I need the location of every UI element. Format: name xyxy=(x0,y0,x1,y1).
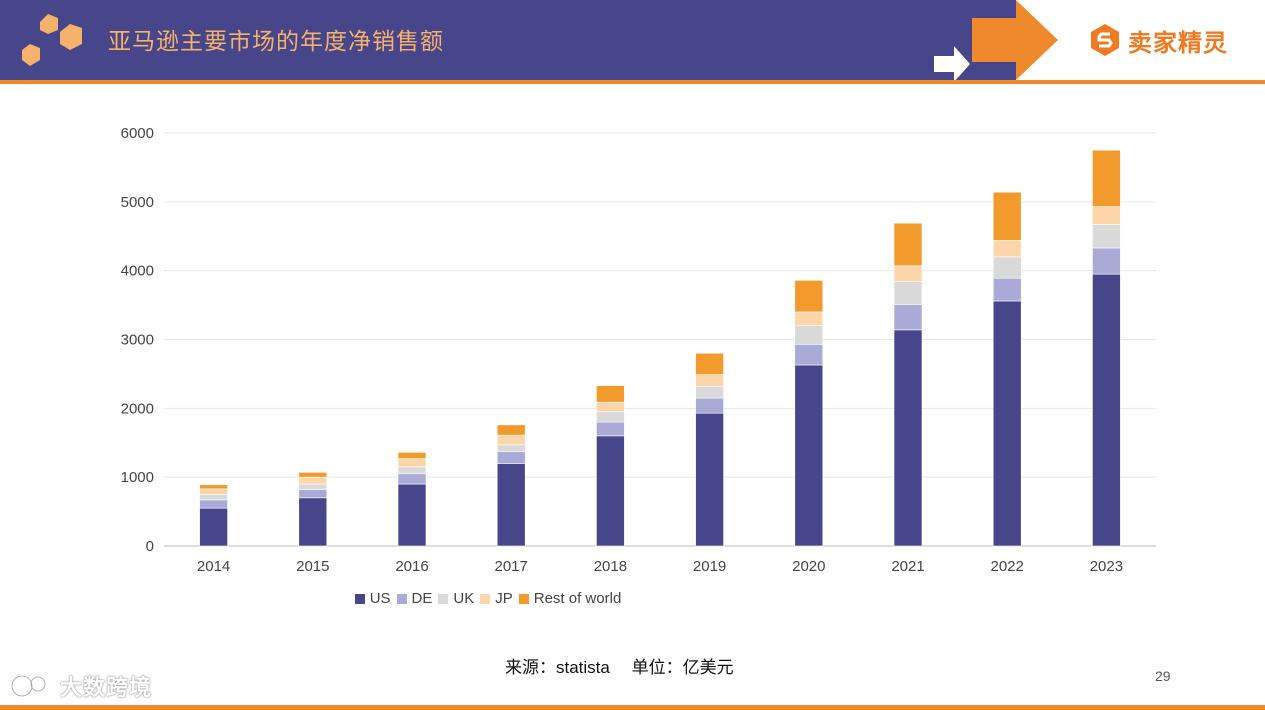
bar-segment-jp xyxy=(1092,206,1121,225)
bar-segment-rest-of-world xyxy=(794,280,824,313)
bar-segment-de xyxy=(695,397,724,414)
legend-item: JP xyxy=(480,590,513,607)
y-tick-label: 0 xyxy=(146,538,154,555)
header-divider xyxy=(0,80,1265,84)
brand-name: 卖家精灵 xyxy=(1128,29,1228,57)
bar-segment-de xyxy=(397,473,427,485)
bar-segment-uk xyxy=(496,444,526,452)
watermark-text: 大数跨境 xyxy=(60,675,153,700)
chart-legend: US DE UK JP Rest of world xyxy=(0,590,976,607)
bar-segment-us xyxy=(794,364,824,547)
hexagon-logo-icon xyxy=(22,14,82,66)
brand-s-icon xyxy=(1091,24,1119,56)
header-bar xyxy=(0,0,1016,80)
bar-segment-rest-of-world xyxy=(298,472,328,478)
bar-segment-jp xyxy=(496,434,526,446)
stacked-bar-chart: 0 1000 2000 3000 4000 5000 6000 2014 2015 2016 201… xyxy=(121,125,1156,575)
bar-segment-de xyxy=(794,344,824,366)
bar-segment-uk xyxy=(596,411,625,423)
x-tick-label: 2023 xyxy=(1090,558,1123,575)
y-tick-label: 3000 xyxy=(121,332,154,349)
bar-segment-de xyxy=(1092,247,1121,275)
source-note: 来源：statista 单位：亿美元 xyxy=(505,658,734,677)
legend-item: DE xyxy=(396,590,433,607)
legend-label: JP xyxy=(495,590,513,607)
bar-segment-de xyxy=(893,304,923,331)
x-tick-label: 2015 xyxy=(296,558,329,575)
bar-segment-rest-of-world xyxy=(397,452,427,459)
legend-item: US xyxy=(354,590,391,607)
watermark: 大数跨境 xyxy=(8,670,152,702)
bar-segment-us xyxy=(1092,273,1121,547)
x-tick-label: 2019 xyxy=(693,558,726,575)
bar-segment-jp xyxy=(992,240,1022,258)
bar-segment-rest-of-world xyxy=(496,424,526,436)
bar-segment-de xyxy=(199,499,228,509)
x-tick-label: 2022 xyxy=(991,558,1024,575)
bar-segment-jp xyxy=(199,488,228,495)
legend-label: US xyxy=(369,590,391,607)
footer-divider xyxy=(0,705,1265,710)
bar-segment-jp xyxy=(893,265,923,282)
bar-segment-rest-of-world xyxy=(893,222,923,267)
bar-segment-jp xyxy=(695,374,724,387)
bar-segment-uk xyxy=(893,281,923,305)
legend-item: UK xyxy=(438,590,474,607)
bar-segment-jp xyxy=(794,311,824,327)
brand-logo: 卖家精灵 xyxy=(1088,18,1228,62)
legend-swatch xyxy=(396,593,407,604)
legend-swatch xyxy=(438,593,449,604)
bar-segment-de xyxy=(298,489,328,499)
bar-segment-de xyxy=(992,277,1022,302)
bar-segment-uk xyxy=(695,386,724,399)
y-tick-label: 4000 xyxy=(121,263,154,280)
x-tick-label: 2021 xyxy=(891,558,924,575)
x-tick-label: 2016 xyxy=(395,558,428,575)
legend-swatch xyxy=(354,593,365,604)
legend-label: DE xyxy=(411,590,433,607)
bar-segment-uk xyxy=(992,256,1022,279)
page-number: 29 xyxy=(1155,668,1171,684)
bar-segment-us xyxy=(893,329,923,547)
legend-item: Rest of world xyxy=(518,590,622,607)
bar-segment-uk xyxy=(298,483,328,490)
bar-segment-jp xyxy=(397,458,427,468)
bar-segment-rest-of-world xyxy=(199,484,228,490)
x-tick-label: 2018 xyxy=(594,558,627,575)
bar-segment-rest-of-world xyxy=(1092,149,1121,207)
page-title: 亚马逊主要市场的年度净销售额 xyxy=(108,28,444,54)
bar-segment-uk xyxy=(199,494,228,501)
bar-segment-us xyxy=(199,507,228,547)
arrow-decoration-icon xyxy=(934,0,1058,80)
bar-segment-rest-of-world xyxy=(596,385,625,403)
legend-swatch xyxy=(518,593,529,604)
bar-segment-jp xyxy=(298,476,328,485)
x-tick-label: 2017 xyxy=(495,558,528,575)
bar-segment-us xyxy=(298,497,328,547)
y-tick-label: 2000 xyxy=(121,400,154,417)
x-tick-label: 2020 xyxy=(792,558,825,575)
y-tick-label: 1000 xyxy=(121,469,154,486)
bar-segment-us xyxy=(496,463,526,547)
bar-segment-de xyxy=(496,451,526,464)
bar-segment-us xyxy=(695,412,724,547)
bar-segment-us xyxy=(992,300,1022,547)
legend-label: Rest of world xyxy=(533,590,622,607)
x-tick-label: 2014 xyxy=(197,558,230,575)
bar-segment-us xyxy=(397,483,427,547)
bar-segment-uk xyxy=(397,466,427,475)
bar-segment-de xyxy=(596,421,625,437)
bar-segment-us xyxy=(596,435,625,547)
bar-segment-uk xyxy=(1092,224,1121,249)
bar-segment-rest-of-world xyxy=(695,352,724,375)
bar-segment-uk xyxy=(794,325,824,345)
legend-label: UK xyxy=(453,590,475,607)
watermark-logo-icon xyxy=(10,674,47,698)
legend-swatch xyxy=(480,593,491,604)
bar-segment-rest-of-world xyxy=(992,191,1022,241)
bar-segment-jp xyxy=(596,401,625,413)
y-tick-label: 6000 xyxy=(121,125,154,142)
y-tick-label: 5000 xyxy=(121,194,154,211)
